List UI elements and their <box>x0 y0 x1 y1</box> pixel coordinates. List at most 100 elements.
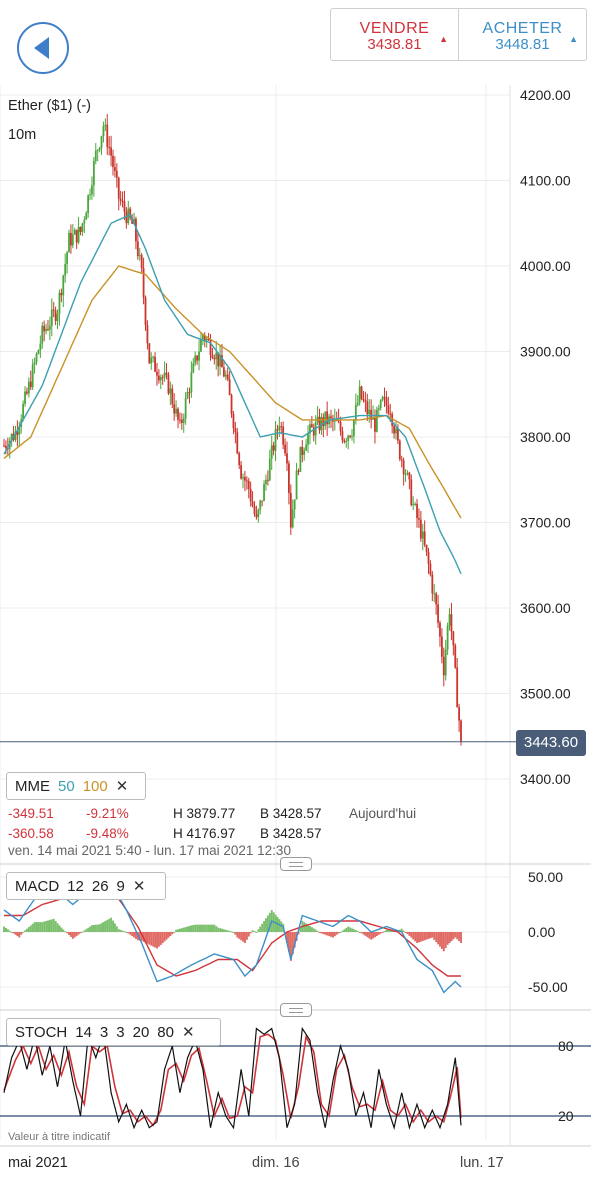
candle-body <box>351 436 353 438</box>
macd-histogram-bar <box>6 929 9 932</box>
macd-histogram-bar <box>226 930 229 932</box>
buy-button[interactable]: ACHETER 3448.81 ▲ <box>458 9 586 60</box>
macd-histogram-bar <box>66 932 69 934</box>
candle-body <box>412 503 415 505</box>
macd-histogram-bar <box>114 923 116 932</box>
macd-histogram-bar <box>159 932 162 945</box>
candle-body <box>29 381 32 388</box>
macd-histogram-bar <box>48 919 51 932</box>
stoch-legend[interactable]: STOCH 14 3 3 20 80 ✕ <box>6 1018 221 1046</box>
macd-histogram-bar <box>24 930 27 932</box>
macd-histogram-bar <box>333 932 336 937</box>
sell-button[interactable]: VENDRE 3438.81 ▲ <box>331 9 458 60</box>
macd-histogram-bar <box>33 922 36 932</box>
stoch-p4: 20 <box>132 1023 150 1041</box>
macd-histogram-bar <box>117 929 120 932</box>
candle-body <box>234 428 237 433</box>
mme-label: MME <box>15 777 50 795</box>
macd-histogram-bar <box>263 921 266 932</box>
mme-close-icon[interactable]: ✕ <box>115 778 129 795</box>
macd-histogram-bar <box>406 932 409 935</box>
macd-histogram-bar <box>330 932 332 937</box>
mme-legend[interactable]: MME 50 100 ✕ <box>6 772 146 800</box>
candle-body <box>104 124 107 127</box>
macd-histogram-bar <box>245 932 248 940</box>
candle-body <box>62 275 65 296</box>
macd-histogram-bar <box>309 925 311 932</box>
macd-histogram-bar <box>421 932 424 941</box>
candle-body <box>121 200 124 202</box>
mme-period-100: 100 <box>82 777 108 795</box>
macd-histogram-bar <box>177 929 180 932</box>
stoch-close-icon[interactable]: ✕ <box>181 1024 195 1041</box>
panel-resize-handle-stoch[interactable] <box>280 1003 312 1017</box>
macd-label: MACD <box>15 877 60 895</box>
candle-body <box>10 434 13 441</box>
macd-histogram-bar <box>52 918 55 932</box>
candle-body <box>71 234 74 246</box>
candle-body <box>274 429 277 451</box>
candle-body <box>112 155 114 168</box>
macd-histogram-bar <box>211 924 214 932</box>
candle-body <box>309 424 311 434</box>
macd-histogram-bar <box>94 924 97 932</box>
price-tick-label: 3700.00 <box>520 515 571 531</box>
candle-body <box>284 444 286 454</box>
candle-body <box>92 161 95 186</box>
macd-legend[interactable]: MACD 12 26 9 ✕ <box>6 872 166 900</box>
candle-body <box>431 574 434 594</box>
macd-histogram-bar <box>92 924 95 932</box>
candle-body <box>349 435 351 437</box>
macd-histogram-bar <box>402 930 405 932</box>
macd-close-icon[interactable]: ✕ <box>132 878 146 895</box>
macd-histogram-bar <box>372 932 375 939</box>
mme-row2-change: -360.58 <box>8 826 54 841</box>
candle-body <box>291 509 294 528</box>
macd-histogram-bar <box>102 922 105 932</box>
mme-row2-low: B 3428.57 <box>260 826 322 841</box>
candle-body <box>307 433 309 445</box>
macd-histogram-bar <box>198 924 201 932</box>
candle-body <box>207 338 210 340</box>
candle-body <box>75 229 78 243</box>
price-tick-label: 3900.00 <box>520 344 571 360</box>
macd-histogram-bar <box>324 932 327 935</box>
macd-histogram-bar <box>83 930 86 932</box>
macd-histogram-bar <box>110 917 113 932</box>
macd-histogram-bar <box>374 932 376 938</box>
candle-body <box>123 201 126 212</box>
candle-body <box>26 391 28 394</box>
candle-body <box>396 428 399 441</box>
candle-body <box>180 419 183 423</box>
macd-histogram-bar <box>259 926 262 932</box>
candle-body <box>301 446 304 455</box>
macd-histogram-bar <box>383 931 386 933</box>
macd-histogram-bar <box>370 932 373 940</box>
candle-body <box>136 241 139 257</box>
macd-histogram-bar <box>228 930 231 932</box>
candle-body <box>282 426 285 445</box>
candle-body <box>85 212 88 220</box>
macd-histogram-bar <box>108 918 111 932</box>
mme-period-50: 50 <box>58 777 75 795</box>
macd-histogram-bar <box>133 932 136 938</box>
candle-body <box>3 445 5 447</box>
candle-body <box>280 426 283 428</box>
macd-histogram-bar <box>173 932 176 933</box>
candle-body <box>288 463 290 494</box>
timeframe[interactable]: 10m <box>8 127 37 143</box>
candle-body <box>167 374 170 394</box>
macd-histogram-bar <box>322 932 325 935</box>
macd-histogram-bar <box>345 927 348 932</box>
candle-body <box>318 416 321 431</box>
candle-body <box>230 395 233 415</box>
macd-histogram-bar <box>307 924 310 932</box>
macd-histogram-bar <box>190 925 193 932</box>
macd-histogram-bar <box>18 932 21 938</box>
macd-histogram-bar <box>238 932 241 939</box>
panel-resize-handle-macd[interactable] <box>280 857 312 871</box>
candle-body <box>437 604 439 623</box>
back-button[interactable] <box>17 22 69 74</box>
macd-histogram-bar <box>381 932 384 933</box>
